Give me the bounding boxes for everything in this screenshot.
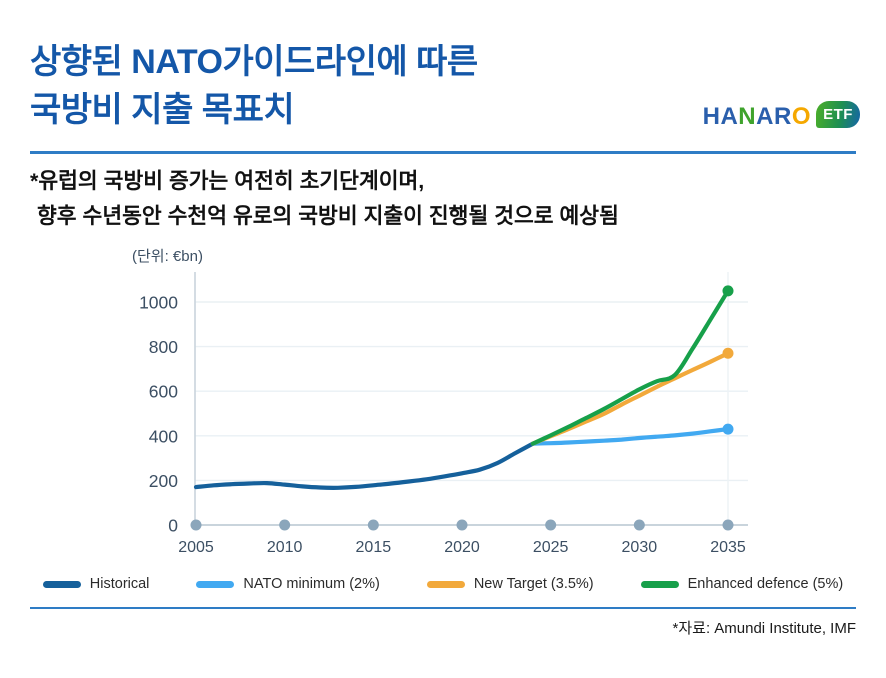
logo-letter-n: N bbox=[738, 103, 757, 130]
series-end-dot bbox=[722, 347, 734, 359]
y-tick-label-400: 400 bbox=[149, 426, 178, 446]
x-tick-label-2005: 2005 bbox=[178, 539, 214, 556]
x-tick-label-2030: 2030 bbox=[622, 539, 658, 556]
legend-item-new-target-3-5: New Target (3.5%) bbox=[426, 576, 594, 592]
legend-swatch bbox=[196, 580, 235, 588]
legend-swatch bbox=[640, 580, 679, 588]
defense-spending-line-chart: 0 200 400 600 800 1000 2005 2010 2015 2020 2025 203… bbox=[139, 272, 748, 556]
footer-divider bbox=[30, 607, 856, 609]
x-tick-label-2015: 2015 bbox=[356, 539, 392, 556]
logo-letter-a: A bbox=[756, 103, 774, 130]
legend-item-historical: Historical bbox=[42, 576, 150, 592]
x-tick-label-2025: 2025 bbox=[533, 539, 569, 556]
x-tick-dot-2035 bbox=[722, 519, 734, 531]
series-line-historical bbox=[193, 441, 535, 490]
legend-item-enhanced-defence-5: Enhanced defence (5%) bbox=[640, 576, 844, 592]
x-tick-dot-2010 bbox=[279, 519, 291, 531]
y-tick-label-200: 200 bbox=[149, 471, 178, 491]
logo-letter-r: R bbox=[773, 103, 792, 130]
logo-letter-o: O bbox=[791, 103, 811, 130]
y-tick-label-0: 0 bbox=[168, 516, 178, 536]
header-divider bbox=[30, 151, 856, 154]
logo-letter-h: H bbox=[702, 103, 721, 130]
chart-legend: Historical NATO minimum (2%) New Target (3… bbox=[0, 576, 886, 592]
x-tick-label-2035: 2035 bbox=[710, 539, 746, 556]
subtitle-line1: *유럽의 국방비 증가는 여전히 초기단계이며, bbox=[30, 169, 425, 193]
y-tick-label-800: 800 bbox=[149, 337, 178, 357]
legend-label: Historical bbox=[89, 576, 150, 592]
etf-leaf-badge: ETF bbox=[816, 100, 860, 128]
source-note: *자료: Amundi Institute, IMF bbox=[672, 620, 857, 637]
page-title-line2: 국방비 지출 목표치 bbox=[30, 91, 295, 130]
x-tick-dot-2025 bbox=[545, 519, 557, 531]
legend-swatch bbox=[42, 580, 81, 588]
logo-letter-a: A bbox=[720, 103, 739, 130]
chart-unit-label: (단위: €bn) bbox=[132, 248, 203, 265]
subtitle-line2: 향후 수년동안 수천억 유로의 국방비 지출이 진행될 것으로 예상됨 bbox=[37, 203, 619, 228]
x-tick-dot-2020 bbox=[456, 519, 468, 531]
legend-item-nato-minimum-2: NATO minimum (2%) bbox=[196, 576, 380, 592]
subtitle: *유럽의 국방비 증가는 여전히 초기단계이며, 향후 수년동안 수천억 유로의… bbox=[30, 164, 850, 234]
page-title: 상향된 NATO가이드라인에 따른 국방비 지출 목표치 bbox=[30, 38, 670, 135]
series-line-enhanced-defence-5 bbox=[530, 288, 731, 446]
legend-label: NATO minimum (2%) bbox=[243, 576, 380, 592]
y-tick-label-1000: 1000 bbox=[139, 293, 178, 313]
legend-swatch bbox=[426, 580, 465, 588]
series-end-dot bbox=[722, 285, 734, 297]
series-line-nato-minimum-2 bbox=[530, 427, 731, 446]
x-tick-dot-2030 bbox=[633, 519, 645, 531]
series-end-dot bbox=[722, 423, 734, 435]
page-title-line1: 상향된 NATO가이드라인에 따른 bbox=[30, 43, 478, 81]
y-tick-label-600: 600 bbox=[149, 382, 178, 402]
x-tick-label-2020: 2020 bbox=[444, 539, 480, 556]
x-tick-dot-2005 bbox=[190, 519, 202, 531]
legend-label: Enhanced defence (5%) bbox=[687, 576, 844, 592]
x-tick-dot-2015 bbox=[367, 519, 379, 531]
x-tick-label-2010: 2010 bbox=[267, 539, 303, 556]
legend-label: New Target (3.5%) bbox=[473, 576, 594, 592]
